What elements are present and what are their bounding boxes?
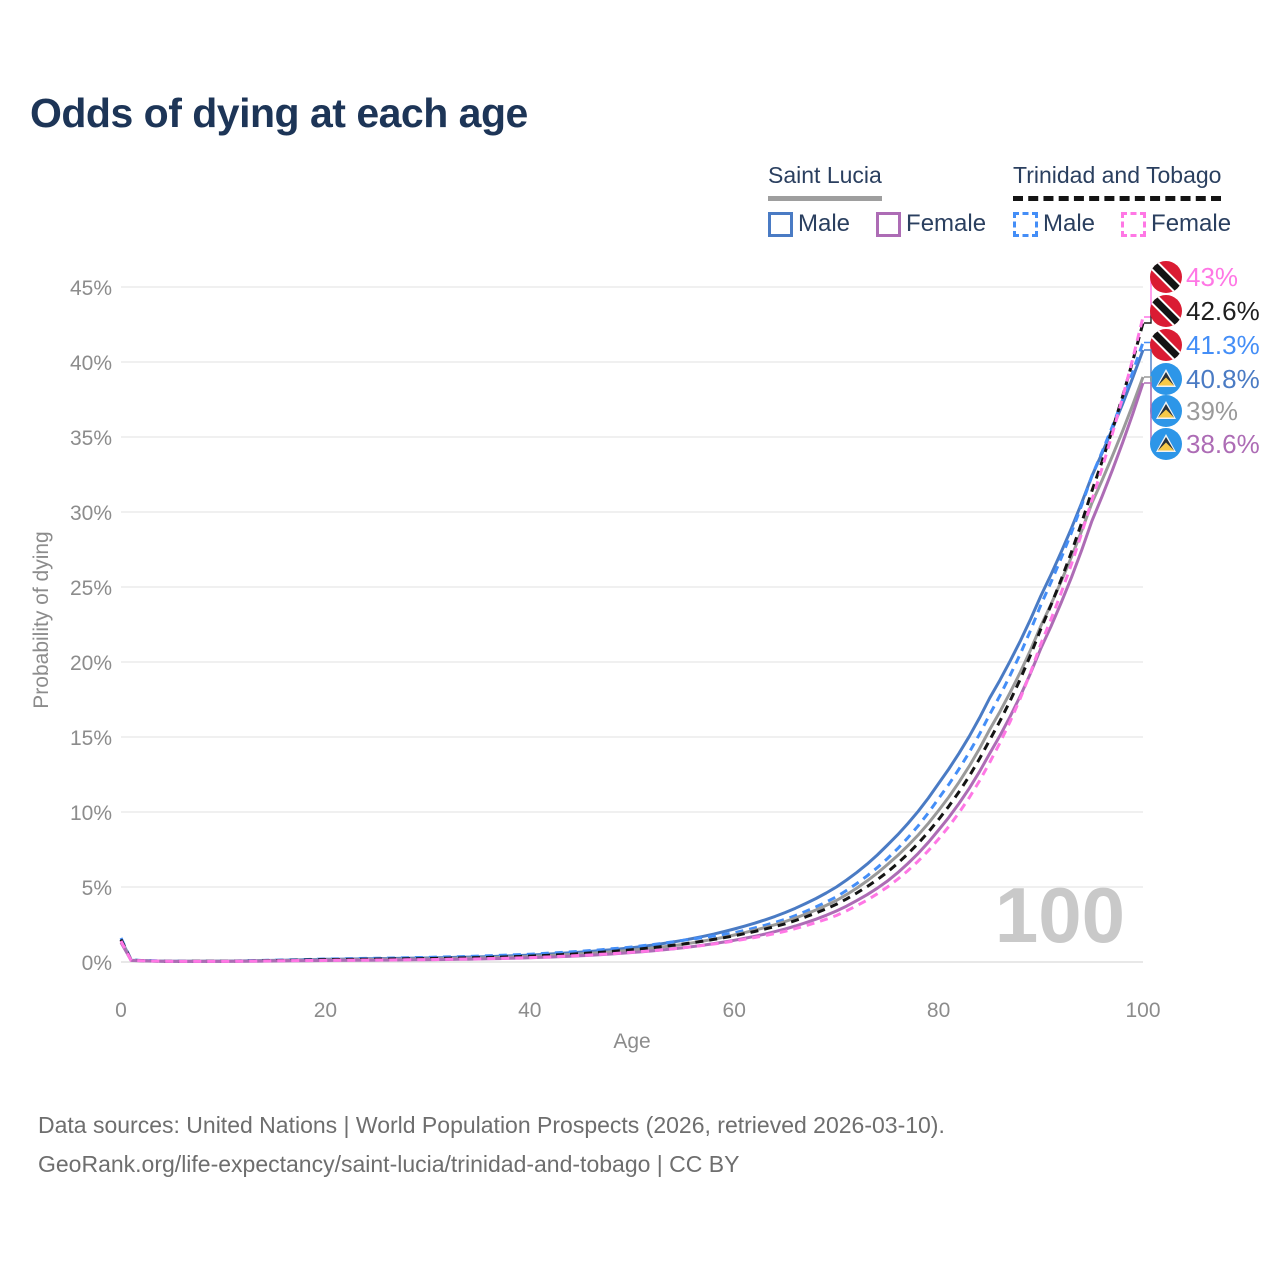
legend-row: Male Female — [768, 210, 986, 238]
legend-item-label: Female — [1151, 210, 1232, 237]
y-axis-title: Probability of dying — [30, 531, 53, 708]
trinidad-and-tobago-flag-icon — [1150, 295, 1182, 327]
line-saint-lucia-female — [119, 382, 1145, 963]
footer-data-sources: Data sources: United Nations | World Pop… — [38, 1112, 945, 1138]
end-value-label: 39% — [1186, 396, 1238, 426]
legend-group-title-trinidad-and-tobago: Trinidad and Tobago — [1013, 162, 1222, 201]
y-tick-label: 45% — [70, 277, 112, 300]
y-tick-label: 20% — [70, 652, 112, 675]
legend-item-trinidad-female[interactable]: Female — [1121, 210, 1231, 238]
legend-row: Male Female — [1013, 210, 1231, 238]
end-value-label: 42.6% — [1186, 296, 1260, 326]
line-trinidad-and-tobago-female — [119, 316, 1145, 963]
line-trinidad-and-tobago-male — [119, 342, 1145, 963]
legend-item-label: Female — [906, 210, 987, 237]
y-tick-label: 30% — [70, 502, 112, 525]
saint-lucia-male-swatch-icon — [768, 211, 793, 237]
x-tick-label: 40 — [518, 999, 541, 1022]
y-tick-label: 15% — [70, 727, 112, 750]
legend-item-saint-lucia-male[interactable]: Male — [768, 210, 850, 238]
trinidad-male-swatch-icon — [1013, 211, 1038, 237]
saint-lucia-flag-icon — [1150, 363, 1182, 395]
end-value-label: 40.8% — [1186, 364, 1260, 394]
legend-item-label: Male — [1043, 210, 1096, 237]
trinidad-female-swatch-icon — [1121, 211, 1147, 237]
saint-lucia-female-swatch-icon — [876, 211, 902, 237]
end-value-label: 41.3% — [1186, 330, 1260, 360]
line-saint-lucia-total — [119, 376, 1145, 963]
y-tick-label: 25% — [70, 577, 112, 600]
line-saint-lucia-male — [119, 349, 1145, 963]
y-tick-label: 35% — [70, 427, 112, 450]
line-trinidad-and-tobago-total — [119, 322, 1145, 963]
y-tick-label: 40% — [70, 352, 112, 375]
x-tick-label: 80 — [927, 999, 950, 1022]
y-tick-label: 0% — [82, 952, 112, 975]
y-tick-label: 10% — [70, 802, 112, 825]
end-value-label: 38.6% — [1186, 429, 1260, 459]
saint-lucia-flag-icon — [1150, 428, 1182, 460]
legend-item-label: Male — [798, 210, 851, 237]
legend-group-trinidad-and-tobago: Trinidad and Tobago Male Female — [1013, 162, 1231, 238]
x-tick-label: 100 — [1125, 999, 1160, 1022]
page-title: Odds of dying at each age — [30, 90, 528, 136]
legend-item-saint-lucia-female[interactable]: Female — [876, 210, 986, 238]
legend-group-title-saint-lucia: Saint Lucia — [768, 162, 882, 201]
legend-group-saint-lucia: Saint Lucia Male Female — [768, 162, 986, 238]
footer: Data sources: United Nations | World Pop… — [38, 1106, 945, 1184]
age-watermark: 100 — [995, 871, 1125, 959]
x-tick-label: 0 — [115, 999, 127, 1022]
y-tick-label: 5% — [82, 877, 112, 900]
x-tick-label: 20 — [314, 999, 337, 1022]
x-axis-title: Age — [613, 1030, 650, 1053]
x-tick-label: 60 — [723, 999, 746, 1022]
end-value-label: 43% — [1186, 262, 1238, 292]
saint-lucia-flag-icon — [1150, 395, 1182, 427]
trinidad-and-tobago-flag-icon — [1150, 261, 1182, 293]
legend-item-trinidad-male[interactable]: Male — [1013, 210, 1095, 238]
trinidad-and-tobago-flag-icon — [1150, 329, 1182, 361]
footer-attribution: GeoRank.org/life-expectancy/saint-lucia/… — [38, 1151, 740, 1177]
